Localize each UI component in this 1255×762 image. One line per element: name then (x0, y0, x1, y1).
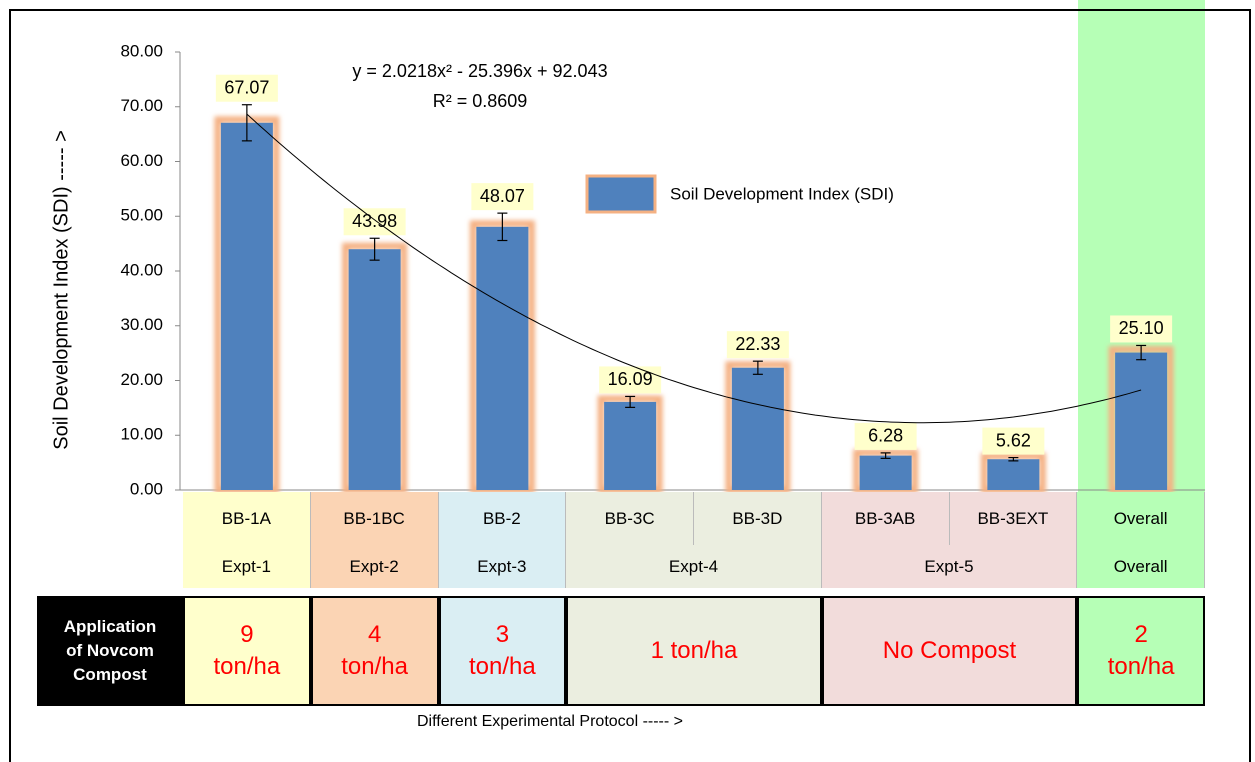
trend-equation: y = 2.0218x² - 25.396x + 92.043 (352, 61, 607, 81)
category-cell: BB-3C (566, 492, 694, 545)
group-cell: Expt-1 (183, 545, 311, 588)
application-cell: 3 ton/ha (438, 596, 567, 706)
application-cell: 2 ton/ha (1077, 596, 1205, 706)
data-label-box (215, 74, 278, 102)
application-cell: 9 ton/ha (183, 596, 311, 706)
category-cell: BB-1BC (310, 492, 439, 545)
y-axis-title: Soil Development Index (SDI) ----- > (50, 130, 72, 450)
data-label: 48.07 (480, 186, 525, 206)
data-label: 43.98 (352, 211, 397, 231)
bar (1115, 352, 1168, 490)
application-cell: No Compost (821, 596, 1078, 706)
bar (731, 367, 784, 490)
y-tick-label: 80.00 (120, 41, 163, 60)
y-tick-label: 10.00 (120, 425, 163, 444)
data-label: 16.09 (608, 369, 653, 389)
bar (604, 401, 657, 490)
application-cell: 4 ton/ha (310, 596, 439, 706)
group-cell: Expt-4 (566, 545, 822, 588)
data-label: 6.28 (868, 426, 903, 446)
group-cell: Expt-2 (310, 545, 439, 588)
row-label: Application of Novcom Compost (37, 596, 183, 706)
y-tick-label: 40.00 (120, 260, 163, 279)
category-cell: BB-1A (183, 492, 311, 545)
y-tick-label: 60.00 (120, 151, 163, 170)
legend-label: Soil Development Index (SDI) (670, 184, 894, 203)
trend-r-squared: R² = 0.8609 (433, 91, 528, 111)
bar (476, 226, 529, 490)
data-label-box (854, 422, 917, 450)
category-cell: BB-3D (694, 492, 822, 545)
category-cell: BB-2 (438, 492, 567, 545)
y-tick-label: 70.00 (120, 96, 163, 115)
bar (220, 122, 273, 490)
group-cell: Overall (1077, 545, 1205, 588)
data-label-box (343, 208, 406, 236)
data-label: 5.62 (996, 430, 1031, 450)
frame (9, 9, 1251, 762)
data-label-box (1110, 315, 1173, 343)
category-cell: BB-3EXT (949, 492, 1078, 545)
bar (859, 455, 912, 490)
x-axis-title: Different Experimental Protocol ----- > (417, 713, 683, 730)
legend-swatch (585, 174, 657, 214)
group-cell: Expt-5 (821, 545, 1078, 588)
data-label-box (471, 183, 534, 211)
category-cell: BB-3AB (821, 492, 950, 545)
y-tick-label: 0.00 (130, 479, 163, 498)
category-cell: Overall (1077, 492, 1205, 545)
data-label: 25.10 (1119, 318, 1164, 338)
bar (987, 459, 1040, 490)
data-label-box (599, 366, 662, 394)
bar (348, 249, 401, 490)
data-label-box (982, 427, 1045, 455)
data-label-box (726, 331, 789, 359)
y-tick-label: 50.00 (120, 206, 163, 225)
trendline (246, 113, 1142, 424)
data-label: 22.33 (735, 334, 780, 354)
data-label: 67.07 (224, 77, 269, 97)
group-cell: Expt-3 (438, 545, 567, 588)
application-cell: 1 ton/ha (566, 596, 822, 706)
y-tick-label: 20.00 (120, 370, 163, 389)
y-tick-label: 30.00 (120, 315, 163, 334)
